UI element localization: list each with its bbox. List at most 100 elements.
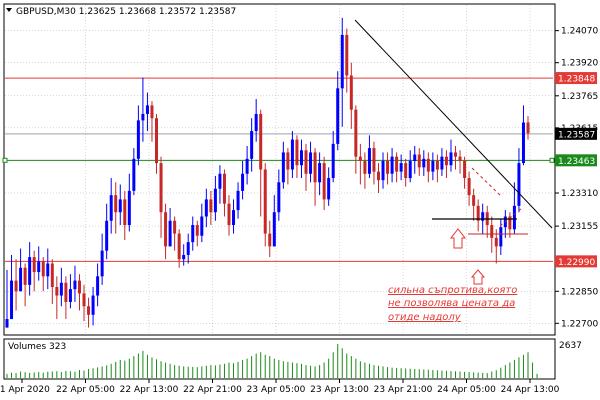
candle-body bbox=[136, 120, 140, 159]
candle-body bbox=[490, 225, 494, 238]
candle-body bbox=[309, 152, 313, 174]
candle-body bbox=[476, 205, 480, 221]
candle-body bbox=[358, 156, 362, 161]
y-tick-label: 1.23155 bbox=[561, 222, 598, 232]
price-tag bbox=[555, 127, 597, 140]
candle-body bbox=[290, 139, 294, 170]
candle-body bbox=[19, 267, 23, 292]
x-tick-label: 24 Apr 05:00 bbox=[437, 385, 496, 395]
candle-body bbox=[245, 158, 249, 174]
candle-body bbox=[173, 220, 177, 234]
candle-body bbox=[41, 261, 45, 277]
candle-body bbox=[50, 263, 54, 287]
dashed-rise-line bbox=[499, 207, 523, 227]
candle-body bbox=[241, 173, 245, 191]
candle-body bbox=[182, 254, 186, 260]
candle-body bbox=[114, 195, 118, 213]
y-tick-label: 1.23920 bbox=[561, 59, 598, 69]
candle-body bbox=[517, 163, 521, 206]
candle-body bbox=[82, 293, 86, 307]
candle-body bbox=[5, 319, 9, 328]
candle-body bbox=[426, 158, 430, 172]
candle-body bbox=[272, 212, 276, 247]
candle-body bbox=[73, 280, 77, 290]
candle-body bbox=[422, 158, 426, 168]
candle-body bbox=[91, 295, 95, 315]
price-tag bbox=[555, 255, 597, 268]
candle-body bbox=[118, 199, 122, 213]
candle-body bbox=[295, 139, 299, 166]
x-tick-label: 23 Apr 13:00 bbox=[310, 385, 369, 395]
candle-body bbox=[191, 225, 195, 243]
x-tick-label: 22 Apr 05:00 bbox=[56, 385, 115, 395]
candle-body bbox=[372, 148, 376, 172]
annotation-line-2: не позволява цената да bbox=[388, 298, 515, 309]
candle-body bbox=[159, 163, 163, 213]
candle-body bbox=[318, 163, 322, 183]
candle-body bbox=[454, 152, 458, 157]
candle-body bbox=[10, 280, 14, 320]
candle-body bbox=[431, 160, 435, 172]
candle-body bbox=[458, 156, 462, 161]
candle-body bbox=[376, 171, 380, 181]
x-tick-label: 22 Apr 13:00 bbox=[120, 385, 179, 395]
x-tick-label: 22 Apr 21:00 bbox=[183, 385, 242, 395]
candle-body bbox=[521, 122, 525, 164]
candle-body bbox=[14, 280, 18, 292]
candle-body bbox=[386, 160, 390, 174]
price-tag bbox=[555, 72, 597, 85]
candle-body bbox=[46, 263, 50, 277]
volume-bars bbox=[6, 344, 538, 378]
candle-body bbox=[68, 289, 72, 302]
candle-body bbox=[435, 160, 439, 170]
price-tag-label: 1.23587 bbox=[558, 130, 595, 140]
candle-body bbox=[349, 75, 353, 110]
candle-body bbox=[195, 225, 199, 236]
candle-body bbox=[23, 267, 27, 285]
candle-body bbox=[395, 156, 399, 172]
volume-label: Volumes 323 bbox=[8, 342, 66, 352]
candle-body bbox=[304, 150, 308, 174]
y-tick-label: 1.24070 bbox=[561, 27, 598, 37]
candle-body bbox=[354, 109, 358, 157]
candle-body bbox=[59, 282, 63, 296]
y-tick-label: 1.23765 bbox=[561, 92, 598, 102]
candle-body bbox=[141, 113, 145, 121]
candle-body bbox=[204, 199, 208, 217]
candle-body bbox=[168, 220, 172, 247]
candle-body bbox=[227, 203, 231, 226]
annotation-line-3: отиде надолу bbox=[388, 312, 462, 323]
candle-body bbox=[417, 154, 421, 168]
candle-body bbox=[186, 242, 190, 255]
candle-body bbox=[336, 88, 340, 144]
y-tick-label: 1.23310 bbox=[561, 189, 598, 199]
dropdown-triangle-icon[interactable] bbox=[6, 8, 12, 12]
candle-body bbox=[313, 152, 317, 183]
candle-body bbox=[105, 220, 109, 251]
candle-body bbox=[232, 210, 236, 226]
candle-body bbox=[413, 154, 417, 161]
candle-body bbox=[268, 233, 272, 247]
candle-body bbox=[87, 306, 91, 315]
x-tick-label: 23 Apr 05:00 bbox=[247, 385, 306, 395]
candle-body bbox=[155, 118, 159, 164]
candle-body bbox=[404, 163, 408, 179]
candle-body bbox=[512, 205, 516, 230]
candle-body bbox=[222, 173, 226, 204]
dashed-fall-line bbox=[471, 167, 501, 196]
candle-body bbox=[299, 150, 303, 166]
candle-body bbox=[259, 113, 263, 170]
price-tag-label: 1.22990 bbox=[558, 258, 595, 268]
candle-body bbox=[218, 173, 222, 189]
candle-body bbox=[37, 261, 41, 273]
candle-body bbox=[322, 163, 326, 200]
candle-body bbox=[367, 148, 371, 174]
candle-body bbox=[263, 169, 267, 234]
annotation-line-1: сильна съпротива,която bbox=[388, 285, 517, 296]
candle-body bbox=[209, 199, 213, 213]
horizontal-levels bbox=[2, 77, 555, 262]
price-tags: 1.23848 1.23587 1.23463 1.22990 bbox=[555, 72, 597, 268]
candle-body bbox=[381, 160, 385, 181]
